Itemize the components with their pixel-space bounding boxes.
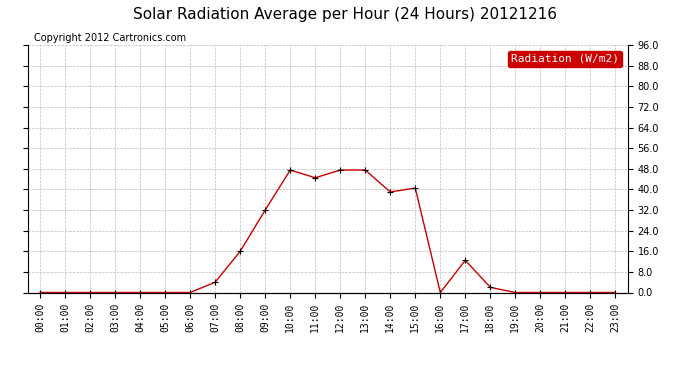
Text: Solar Radiation Average per Hour (24 Hours) 20121216: Solar Radiation Average per Hour (24 Hou…	[133, 8, 557, 22]
Legend: Radiation (W/m2): Radiation (W/m2)	[508, 51, 622, 67]
Text: Copyright 2012 Cartronics.com: Copyright 2012 Cartronics.com	[34, 33, 186, 42]
